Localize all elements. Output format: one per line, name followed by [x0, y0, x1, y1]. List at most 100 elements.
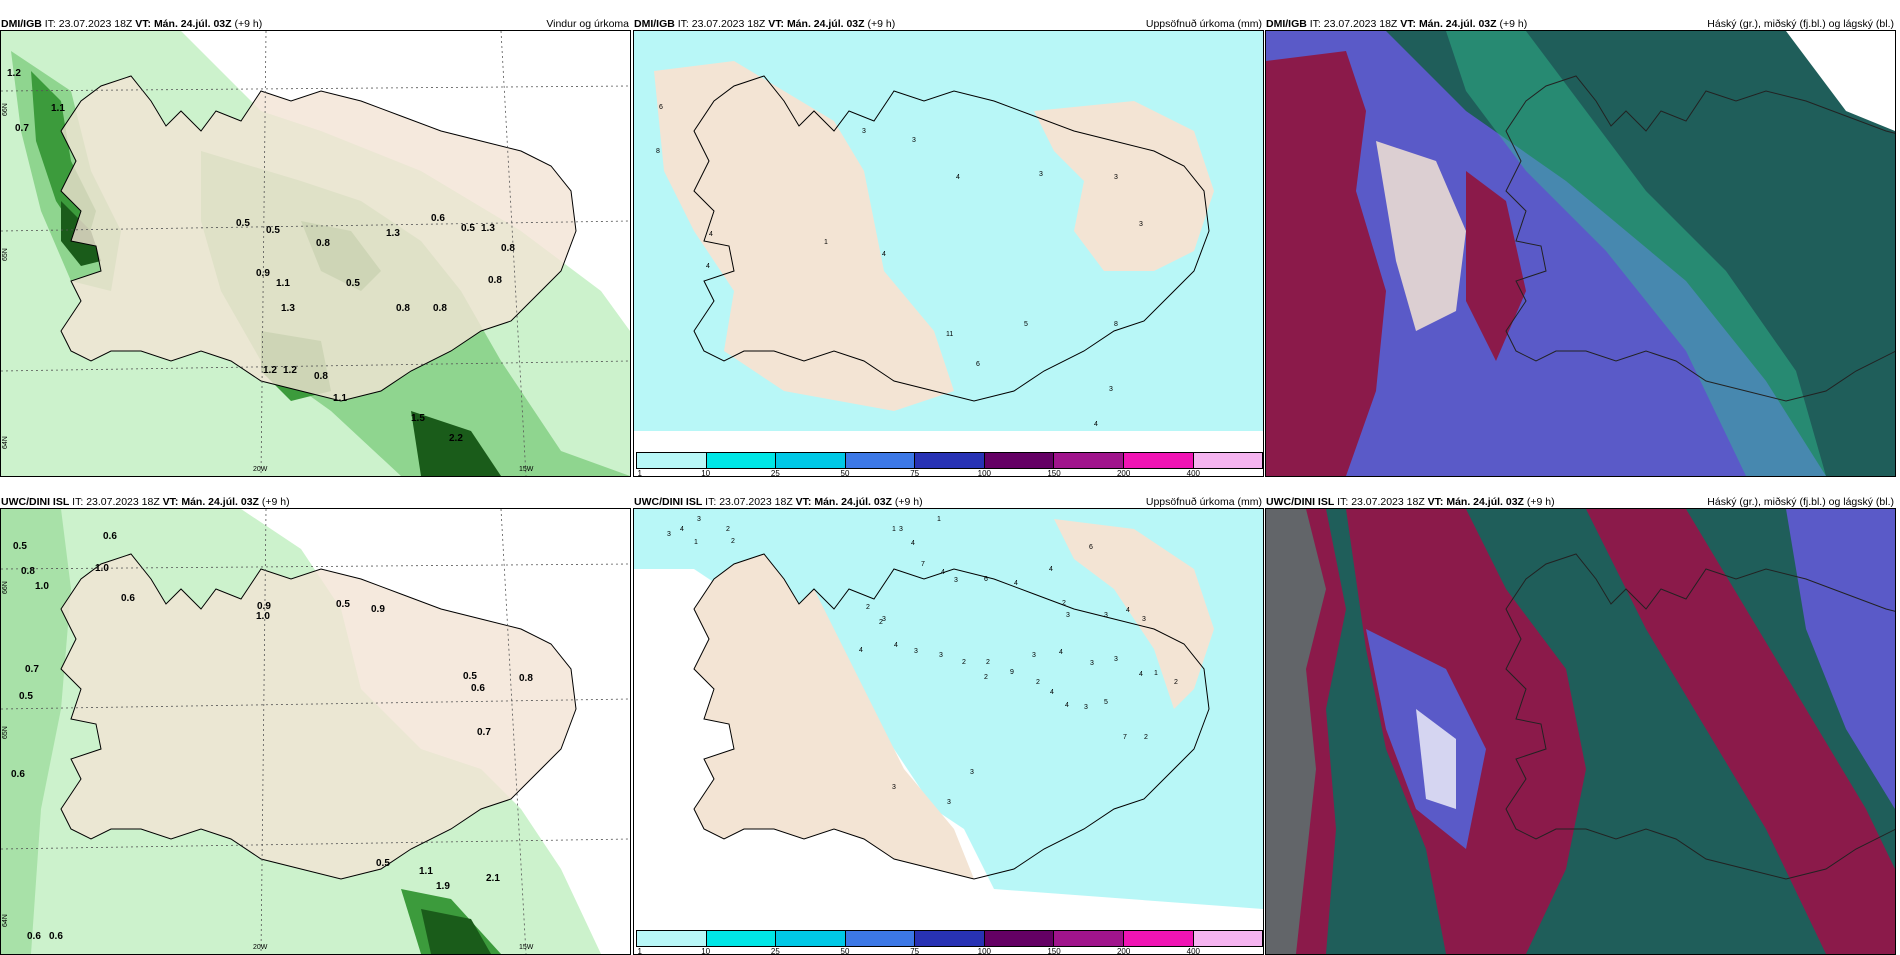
accum-value-label: 3: [1084, 704, 1088, 711]
grid-label-66n: 66N: [2, 103, 9, 116]
accum-value-label: 1: [1154, 670, 1158, 677]
precip-value-label: 0.7: [25, 664, 39, 675]
valid-time: Mán. 24.júl. 03Z: [814, 496, 892, 508]
init-time: 23.07.2023 18Z: [86, 496, 160, 508]
accum-value-label: 3: [667, 531, 671, 538]
colorbar-tick-label: 25: [770, 947, 780, 955]
grid-label-15w: 15W: [519, 466, 534, 473]
precip-value-label: 1.3: [481, 223, 495, 234]
precip-value-label: 0.8: [316, 238, 330, 249]
precip-value-label: 0.6: [27, 931, 41, 942]
init-time: 23.07.2023 18Z: [719, 496, 793, 508]
valid-time: Mán. 24.júl. 03Z: [153, 18, 232, 30]
accum-value-label: 1: [937, 516, 941, 523]
colorbar-tick-label: 75: [910, 469, 920, 477]
vt-label: VT:: [1427, 496, 1444, 508]
accum-value-label: 2: [962, 659, 966, 666]
colorbar-swatch: [1193, 453, 1263, 468]
precip-value-label: 1.2: [283, 365, 297, 376]
lead-time: (+9 h): [1526, 496, 1555, 508]
colorbar-swatch: [1123, 453, 1194, 468]
colorbar-tick-label: 150: [1047, 469, 1061, 477]
it-label: IT:: [677, 18, 689, 30]
accum-value-label: 3: [1066, 612, 1070, 619]
precip-value-label: 0.6: [11, 769, 25, 780]
it-label: IT:: [72, 496, 84, 508]
precip-value-label: 1.1: [419, 866, 433, 877]
accum-value-label: 5: [1104, 699, 1108, 706]
vt-label: VT:: [768, 18, 785, 30]
panel-header: DMI/IGB IT: 23.07.2023 18Z VT: Mán. 24.j…: [1265, 13, 1896, 35]
accum-value-label: 4: [1049, 566, 1053, 573]
precip-value-label: 0.6: [121, 593, 135, 604]
accum-value-label: 4: [894, 642, 898, 649]
accum-value-label: 4: [1014, 580, 1018, 587]
accum-value-label: 6: [1089, 544, 1093, 551]
precip-value-label: 1.3: [386, 228, 400, 239]
grid-label-20w: 20W: [253, 466, 268, 473]
precip-value-label: 0.5: [266, 225, 280, 236]
colorbar: 1 10 25 50 75 100 150 200 400: [636, 930, 1263, 954]
accum-precip-map: 6 8 3 3 4 3 3 3 1 4 4 4 11 6 5 8 3 4: [634, 31, 1263, 476]
model-name: UWC/DINI ISL: [634, 496, 703, 508]
precip-value-label: 1.0: [256, 611, 270, 622]
accum-value-label: 3: [914, 648, 918, 655]
vt-label: VT:: [162, 496, 179, 508]
precip-value-label: 1.2: [7, 68, 21, 79]
precip-value-label: 0.5: [13, 541, 27, 552]
accum-value-label: 2: [1036, 679, 1040, 686]
lead-time: (+9 h): [261, 496, 290, 508]
colorbar-swatch: [636, 931, 707, 946]
precip-value-label: 0.6: [431, 213, 445, 224]
accum-values: 6 8 3 3 4 3 3 3 1 4 4 4 11 6 5 8 3 4: [656, 104, 1143, 428]
accum-value-label: 2: [984, 674, 988, 681]
accum-value-label: 3: [862, 128, 866, 135]
model-name: DMI/IGB: [634, 18, 675, 30]
iceland-outline: [693, 75, 1210, 402]
panel-accum-precip-uwc: UWC/DINI ISL IT: 23.07.2023 18Z VT: Mán.…: [633, 491, 1264, 955]
precip-value-label: 0.8: [433, 303, 447, 314]
accum-value-label: 3: [1142, 616, 1146, 623]
precip-value-label: 0.9: [371, 604, 385, 615]
colorbar-swatch: [706, 453, 777, 468]
accum-value-label: 8: [656, 148, 660, 155]
product-title: Uppsöfnuð úrkoma (mm): [1145, 18, 1262, 30]
cloud-map: [1266, 509, 1895, 954]
accum-value-label: 4: [859, 647, 863, 654]
colorbar-tick-label: 10: [701, 947, 711, 955]
iceland-outline: [1505, 553, 1895, 880]
accum-value-label: 3: [954, 577, 958, 584]
vt-label: VT:: [135, 18, 152, 30]
precip-value-label: 1.9: [436, 881, 450, 892]
accum-value-label: 3: [912, 137, 916, 144]
accum-value-label: 4: [1139, 671, 1143, 678]
precip-value-label: 0.8: [488, 275, 502, 286]
accum-value-label: 6: [659, 104, 663, 111]
model-name: UWC/DINI ISL: [1266, 496, 1335, 508]
colorbar-swatch: [1193, 931, 1263, 946]
colorbar-tick-label: 75: [910, 947, 920, 955]
colorbar-swatch: [706, 931, 777, 946]
accum-value-label: 3: [947, 799, 951, 806]
valid-time: Mán. 24.júl. 03Z: [181, 496, 259, 508]
precip-value-label: 0.5: [19, 691, 33, 702]
accum-value-label: 3: [1109, 386, 1113, 393]
colorbar-tick-label: 1: [637, 947, 642, 955]
precip-value-label: 0.6: [49, 931, 63, 942]
it-label: IT:: [1337, 496, 1349, 508]
colorbar-tick-label: 50: [840, 469, 850, 477]
accum-value-label: 11: [946, 331, 953, 338]
colorbar-tick-label: 1: [637, 469, 642, 477]
product-title: Háský (gr.), miðský (fj.bl.) og lágský (…: [1707, 496, 1894, 508]
valid-time: Mán. 24.júl. 03Z: [1418, 18, 1497, 30]
init-time: 23.07.2023 18Z: [1323, 18, 1398, 30]
precip-value-label: 0.8: [396, 303, 410, 314]
accum-value-label: 3: [1032, 652, 1036, 659]
product-title: Háský (gr.), miðský (fj.bl.) og lágský (…: [1707, 18, 1894, 30]
precip-value-label: 1.0: [95, 563, 109, 574]
accum-value-label: 3: [1039, 171, 1043, 178]
accum-value-label: 3: [697, 516, 701, 523]
panel-clouds-dmi: DMI/IGB IT: 23.07.2023 18Z VT: Mán. 24.j…: [1265, 13, 1896, 477]
